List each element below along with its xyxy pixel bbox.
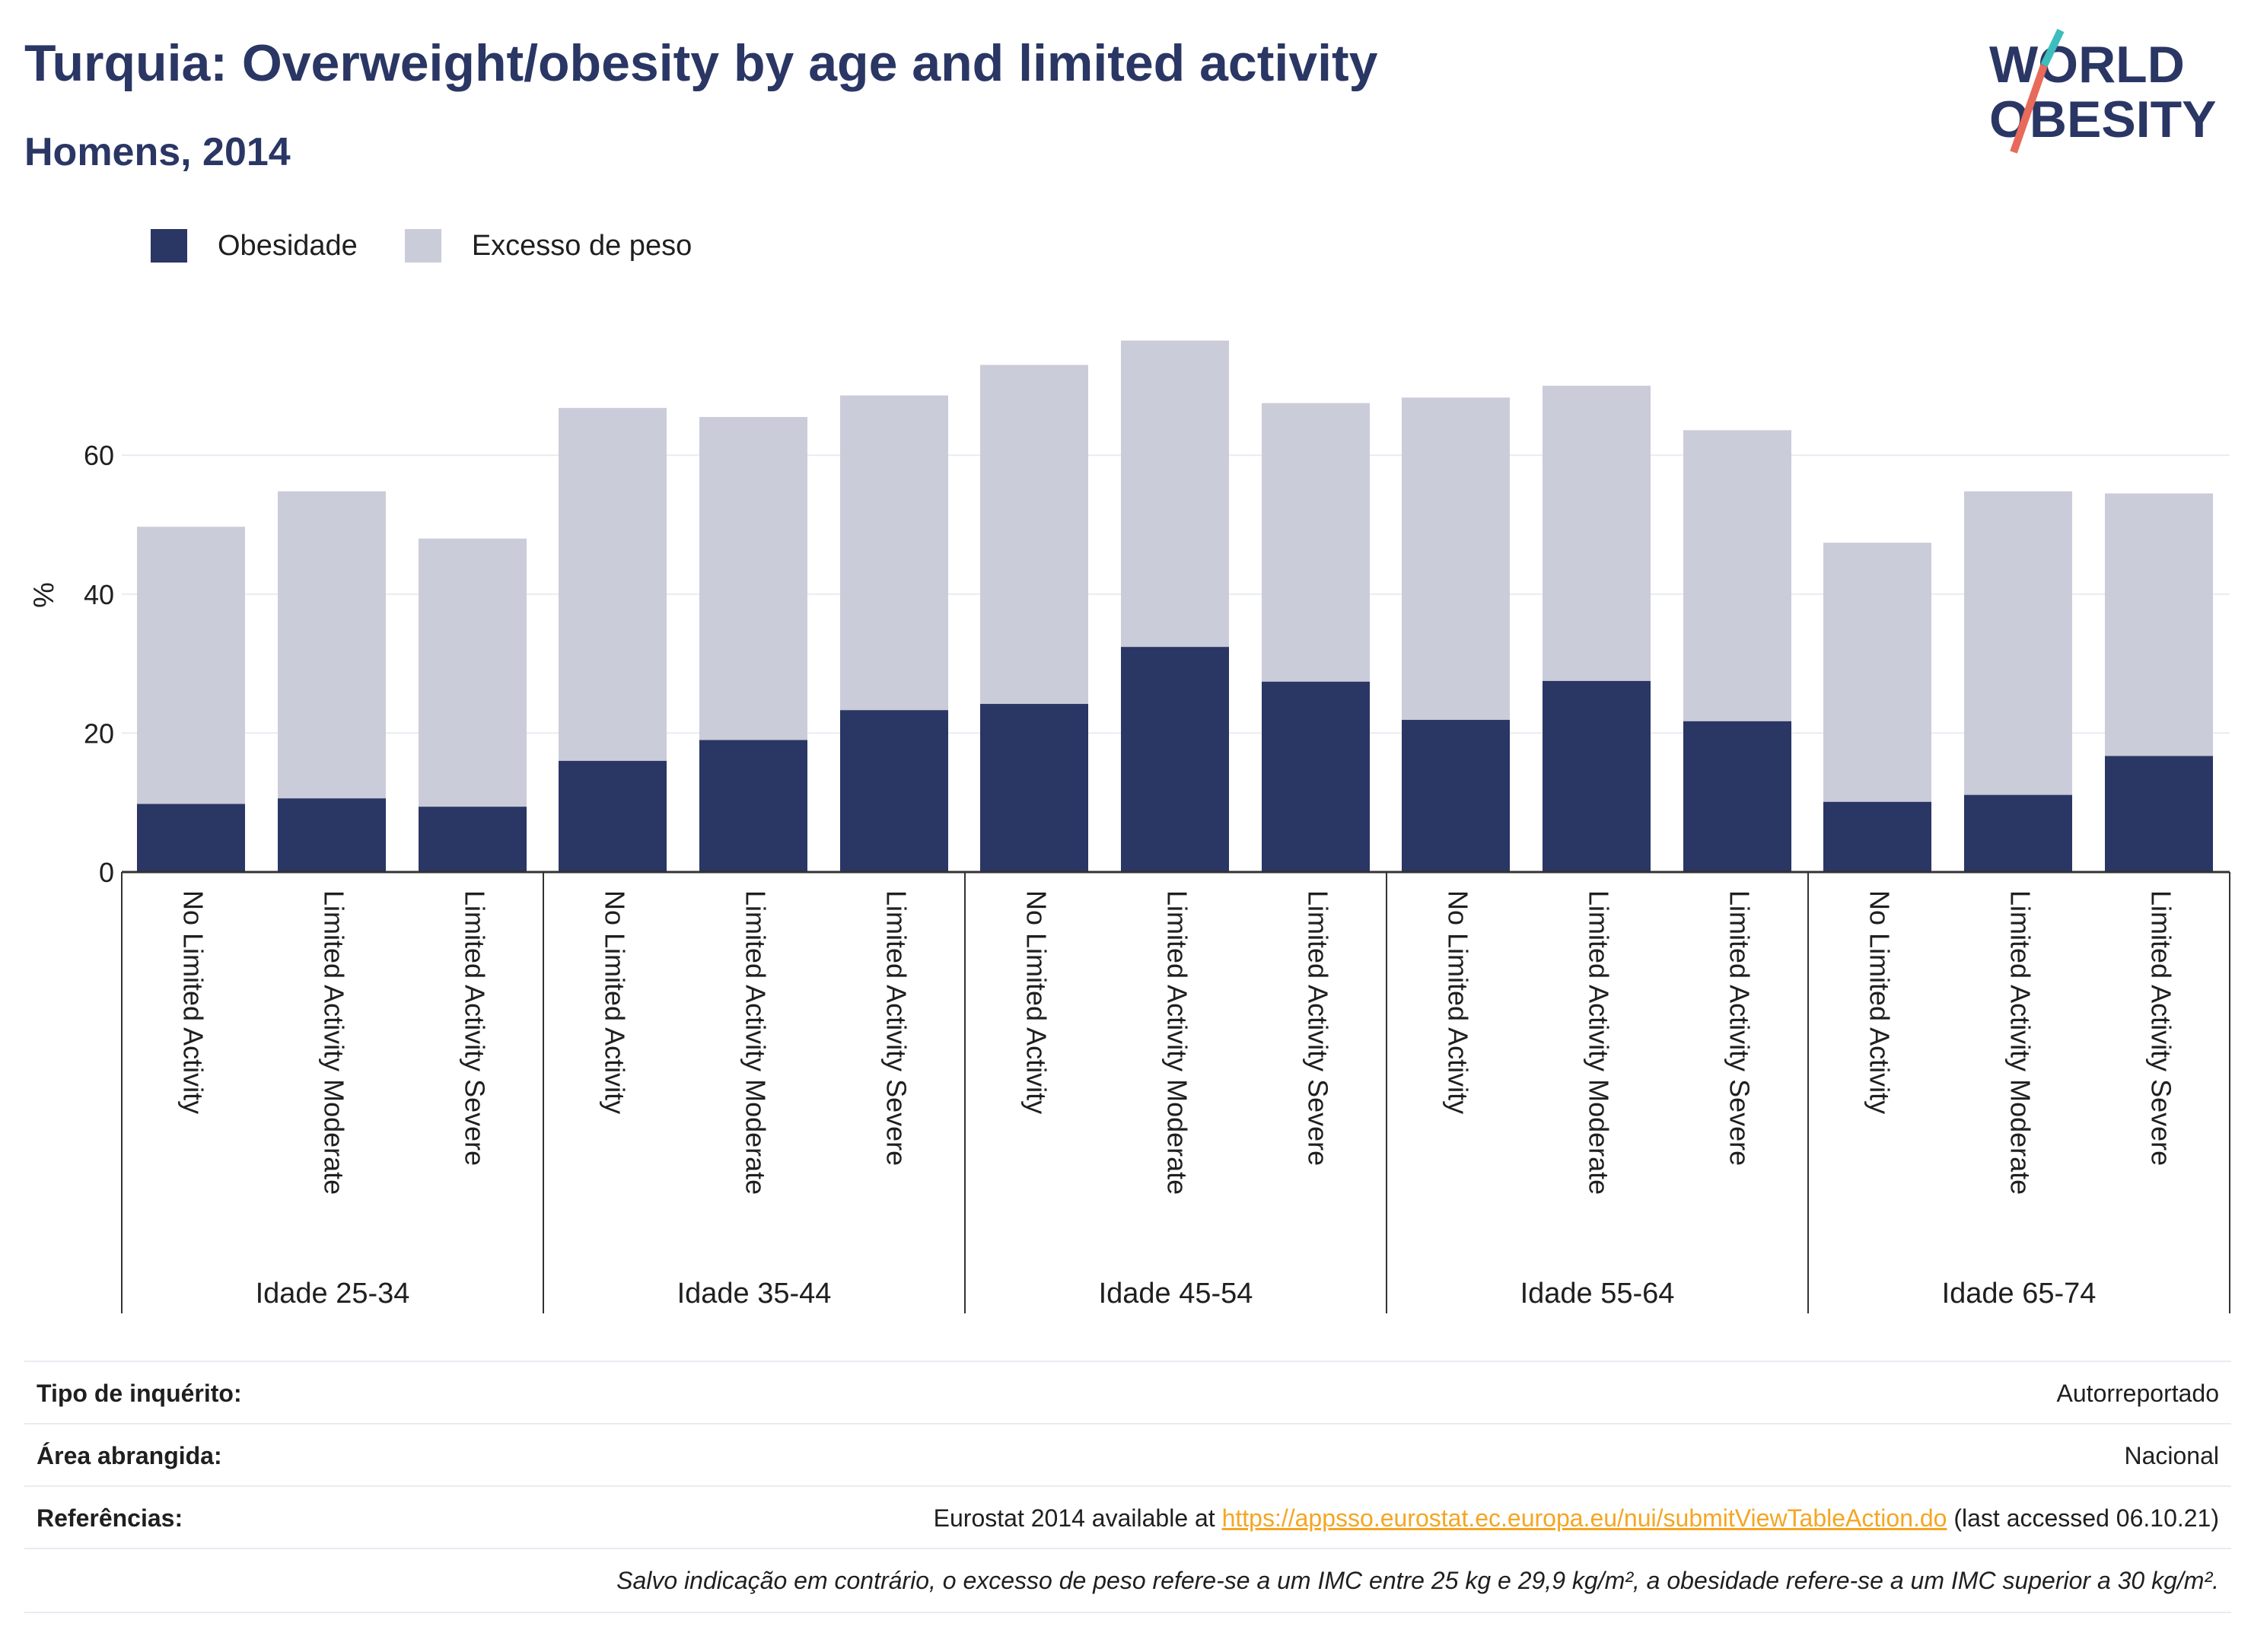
references-row: Referências: Eurostat 2014 available at … [24,1485,2231,1549]
logo-line1: WORLD [1989,36,2185,94]
bar-chart: 0 20 40 60% No Limited Activity Limited Activ… [28,340,2230,1313]
definition-note: Salvo indicação em contrário, o excesso … [616,1566,2219,1594]
x-group-label: Idade 55-64 [1520,1278,1675,1310]
x-category-label: Limited Activity Severe [2145,890,2176,1166]
x-category-label: Limited Activity Moderate [1583,890,1614,1195]
x-category-label: Limited Activity Severe [1724,890,1755,1166]
coverage-label: Área abrangida: [37,1441,222,1469]
x-category-label: Limited Activity Moderate [2004,890,2036,1195]
x-category-label: Limited Activity Severe [1302,890,1333,1166]
bar-obesity [559,760,667,872]
bar-obesity [1683,721,1791,872]
chart-subtitle: Homens, 2014 [24,130,291,174]
bar-obesity [419,807,527,872]
y-tick-label: 0 [99,857,114,888]
survey-type-value: Autorreportado [2056,1379,2219,1407]
legend-item-overweight[interactable]: Excesso de peso [404,229,692,263]
bar-obesity [699,740,807,872]
x-category-label: Limited Activity Moderate [740,890,771,1195]
x-category-label: Limited Activity Severe [459,890,490,1166]
x-category-label: Limited Activity Moderate [318,890,349,1195]
y-tick-label: 20 [84,718,114,749]
x-category-label: No Limited Activity [599,890,630,1114]
y-tick-label: 60 [84,440,114,471]
coverage-row: Área abrangida: Nacional [24,1423,2231,1487]
survey-type-label: Tipo de inquérito: [37,1379,242,1407]
x-category-label: No Limited Activity [1442,890,1473,1114]
bar-obesity [1121,647,1229,872]
bar-obesity [1543,680,1651,872]
references-label: Referências: [37,1504,183,1532]
references-prefix: Eurostat 2014 available at [933,1504,1222,1532]
legend-swatch-overweight [404,229,441,263]
bar-obesity [1823,801,1931,872]
x-group-label: Idade 45-54 [1099,1278,1253,1310]
legend-label-overweight: Excesso de peso [471,229,692,262]
coverage-value: Nacional [2124,1441,2219,1469]
x-category-label: Limited Activity Severe [880,890,912,1166]
bar-obesity [137,804,245,872]
legend-item-obesity[interactable]: Obesidade [151,229,358,263]
bar-obesity [840,710,948,872]
survey-type-row: Tipo de inquérito: Autorreportado [24,1361,2231,1424]
y-axis-label: % [28,582,60,608]
x-category-label: No Limited Activity [1020,890,1052,1114]
references-link[interactable]: https://appsso.eurostat.ec.europa.eu/nui… [1221,1504,1947,1532]
bar-obesity [1262,681,1370,872]
logo-slash-coral [2010,64,2048,154]
legend-swatch-obesity [151,229,187,263]
x-category-label: No Limited Activity [1864,890,1895,1114]
x-category-label: Limited Activity Moderate [1161,890,1192,1195]
definition-note-row: Salvo indicação em contrário, o excesso … [24,1548,2231,1613]
world-obesity-logo: WORLD OBESITY [1989,28,2217,154]
bar-obesity [1964,794,2072,872]
x-group-label: Idade 65-74 [1942,1278,2097,1310]
bar-obesity [278,798,386,872]
x-category-label: No Limited Activity [177,890,209,1114]
bar-obesity [980,704,1088,872]
legend-label-obesity: Obesidade [218,229,358,262]
bar-obesity [2105,756,2213,872]
references-value: Eurostat 2014 available at https://appss… [934,1504,2231,1533]
x-group-label: Idade 25-34 [256,1278,410,1310]
references-suffix: (last accessed 06.10.21) [1947,1504,2219,1532]
bar-obesity [1402,720,1510,872]
legend: Obesidade Excesso de peso [151,227,739,265]
chart-title: Turquia: Overweight/obesity by age and l… [24,34,1378,92]
logo-slash-teal [2040,28,2065,68]
x-group-label: Idade 35-44 [677,1278,832,1310]
y-tick-label: 40 [84,579,114,610]
